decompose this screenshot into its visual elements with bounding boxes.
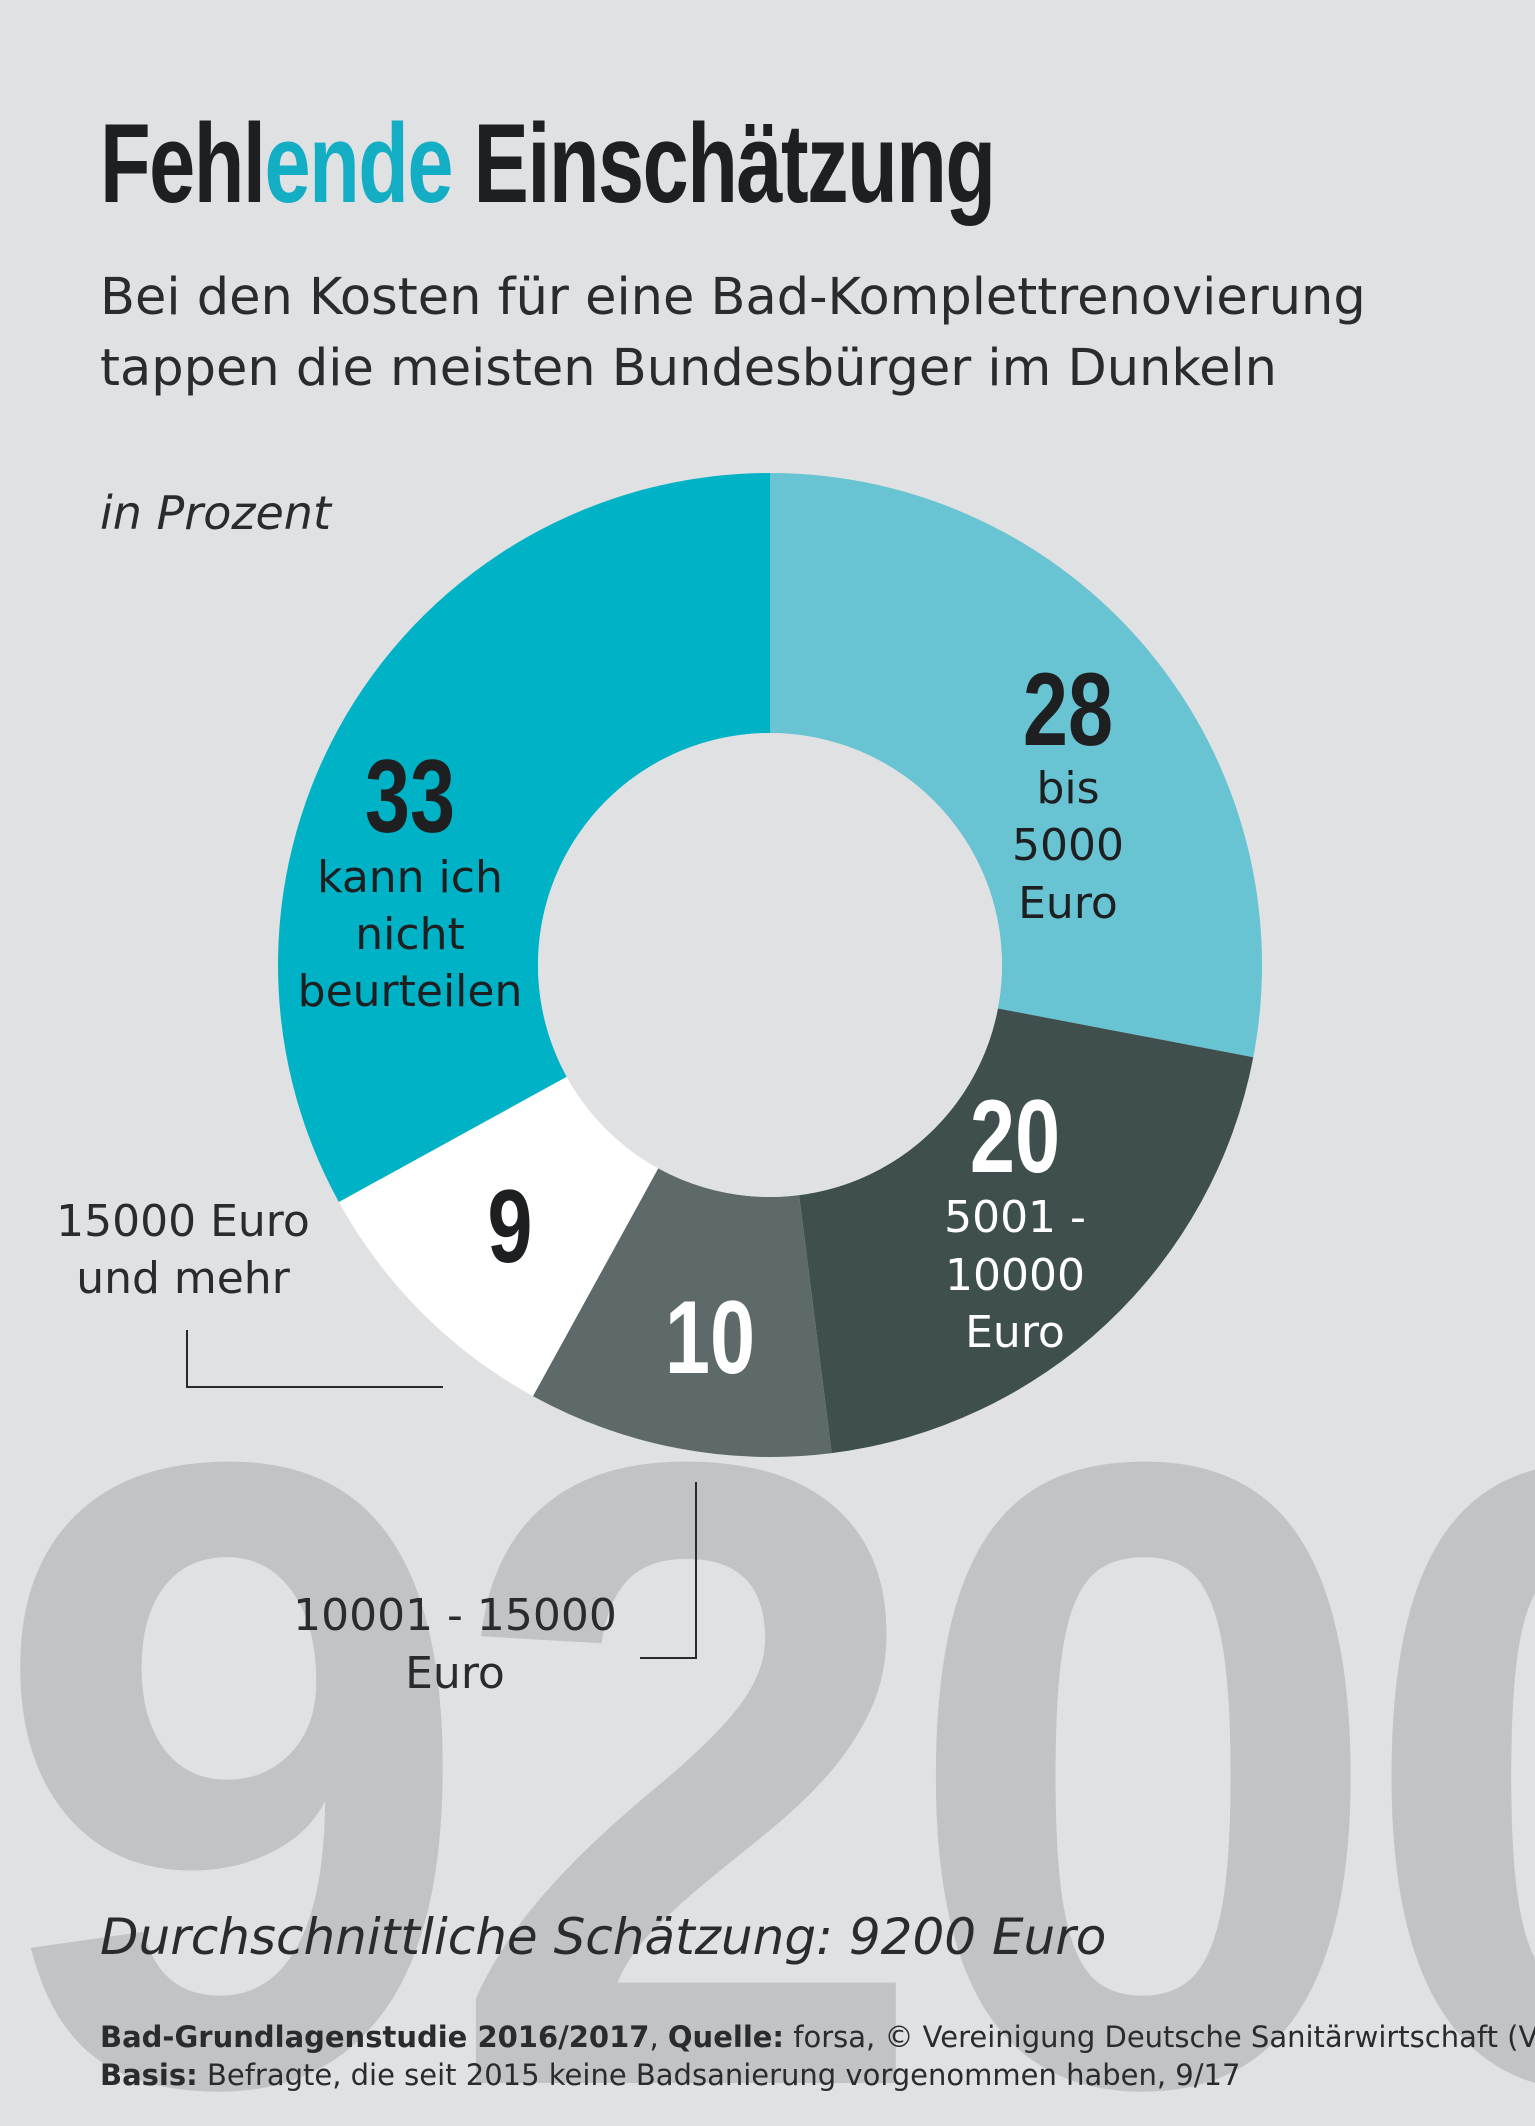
slice-label-1-line-2: 5000 <box>1012 820 1124 871</box>
donut-slice-3 <box>532 1168 832 1457</box>
slice-label-3-line-2: Euro <box>405 1648 505 1699</box>
slice-label-5-line-1: kann ich <box>317 852 503 903</box>
slice-label-1-line-3: Euro <box>1018 878 1118 929</box>
page-title: Fehlende Einschätzung <box>100 108 996 220</box>
unit-label: in Prozent <box>100 486 331 540</box>
slice-value-2: 20 <box>970 1078 1060 1194</box>
slice-label-2-line-1: 5001 - <box>944 1192 1086 1243</box>
source-label: Quelle: <box>667 2020 785 2054</box>
slice-value-4: 9 <box>487 1168 532 1284</box>
leader-line-10001 <box>640 1482 697 1659</box>
slice-label-1-line-1: bis <box>1036 763 1099 814</box>
donut-slice-4 <box>338 1076 659 1397</box>
donut-hole <box>538 733 1002 1197</box>
slice-value-5: 33 <box>365 738 455 854</box>
basis-text: Befragte, die seit 2015 keine Badsanieru… <box>197 2058 1241 2092</box>
slice-label-5-line-3: beurteilen <box>298 966 523 1017</box>
slice-value-1: 28 <box>1023 651 1113 767</box>
title-part-3: Einschätzung <box>451 101 996 226</box>
average-estimate: Durchschnittliche Schätzung: 9200 Euro <box>100 1908 1107 1966</box>
subtitle-line-2: tappen die meisten Bundesbürger im Dunke… <box>100 339 1277 398</box>
background-number: 9200 <box>0 1277 1535 2126</box>
leader-line-15000 <box>186 1330 443 1388</box>
donut-slice-1 <box>770 473 1262 1058</box>
donut-slice-2 <box>799 1008 1254 1454</box>
slice-label-3-line-1: 10001 - 15000 <box>293 1590 617 1641</box>
slice-label-4-line-2: und mehr <box>76 1253 291 1304</box>
slice-value-3: 10 <box>665 1279 755 1395</box>
slice-label-5-line-2: nicht <box>355 909 464 960</box>
slice-label-2-line-2: 10000 <box>945 1250 1085 1301</box>
donut-slice-5 <box>278 473 770 1203</box>
basis-label: Basis: <box>100 2058 198 2092</box>
study-label: Bad-Grundlagenstudie 2016/2017 <box>100 2020 650 2054</box>
title-part-1: Fehl <box>100 101 266 226</box>
slice-label-4-line-1: 15000 Euro <box>56 1196 310 1247</box>
source-text: forsa, © Vereinigung Deutsche Sanitärwir… <box>784 2020 1535 2054</box>
slice-label-2-line-3: Euro <box>965 1307 1065 1358</box>
subtitle-line-1: Bei den Kosten für eine Bad-Komplettreno… <box>100 268 1366 327</box>
footer-line-1: Bad-Grundlagenstudie 2016/2017, Quelle: … <box>100 2020 1535 2054</box>
title-part-accent: ende <box>264 101 453 226</box>
footer-line-2: Basis: Befragte, die seit 2015 keine Bad… <box>100 2058 1240 2092</box>
